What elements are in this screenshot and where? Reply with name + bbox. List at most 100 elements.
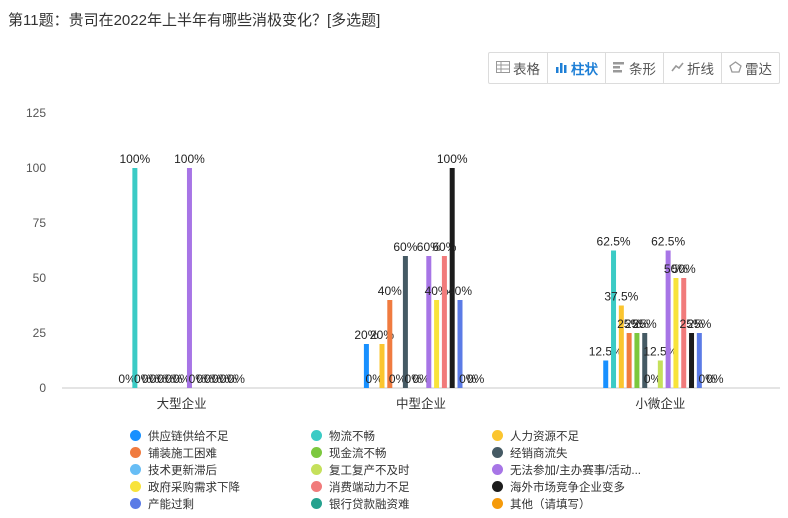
x-category-label: 中型企业: [396, 396, 446, 411]
bar-chart-icon: [555, 61, 568, 76]
data-label: 20%: [354, 328, 378, 342]
legend-label: 产能过剩: [148, 498, 194, 511]
legend-item[interactable]: 技术更新滞后: [130, 462, 311, 477]
bar: [186, 168, 192, 388]
data-label: 0%: [189, 372, 207, 386]
bar: [457, 300, 463, 388]
bar: [387, 300, 393, 388]
line-chart-icon: [671, 61, 684, 76]
bar: [611, 250, 617, 388]
y-tick-label: 75: [33, 216, 47, 230]
legend-label: 政府采购需求下降: [148, 481, 240, 494]
data-label: 0%: [204, 372, 222, 386]
data-label: 0%: [405, 372, 423, 386]
data-label: 60%: [417, 240, 441, 254]
legend-label: 供应链供给不足: [148, 430, 229, 443]
radar-view-button[interactable]: 雷达: [722, 53, 779, 83]
table-view-button[interactable]: 表格: [489, 53, 548, 83]
legend-item[interactable]: 海外市场竞争企业变多: [492, 479, 690, 494]
legend-item[interactable]: 现金流不畅: [311, 445, 492, 460]
data-label: 40%: [448, 284, 472, 298]
bar-view-button[interactable]: 柱状: [548, 53, 606, 83]
legend-item[interactable]: 银行贷款融资难: [311, 496, 492, 511]
data-label: 0%: [366, 372, 384, 386]
legend-label: 消费端动力不足: [329, 481, 410, 494]
legend-label: 物流不畅: [329, 430, 375, 443]
x-category-label: 大型企业: [157, 396, 207, 411]
y-tick-label: 125: [26, 106, 46, 120]
bar: [402, 256, 408, 388]
y-tick-label: 0: [39, 381, 46, 395]
data-label: 50%: [672, 262, 696, 276]
bar: [441, 256, 447, 388]
bar: [132, 168, 138, 388]
legend-swatch: [311, 498, 322, 509]
legend-item[interactable]: 复工复产不及时: [311, 462, 492, 477]
data-label: 12.5%: [643, 345, 677, 359]
legend-swatch: [311, 447, 322, 458]
data-label: 0%: [173, 372, 191, 386]
legend-swatch: [492, 481, 503, 492]
data-label: 0%: [196, 372, 214, 386]
legend-item[interactable]: 其他（请填写）: [492, 496, 690, 511]
data-label: 25%: [617, 317, 641, 331]
line-view-button[interactable]: 折线: [664, 53, 722, 83]
horizontal-bar-view-button[interactable]: 条形: [606, 53, 664, 83]
y-tick-label: 50: [33, 271, 47, 285]
legend-item[interactable]: 物流不畅: [311, 428, 492, 443]
data-label: 0%: [220, 372, 238, 386]
legend-swatch: [492, 430, 503, 441]
legend-item[interactable]: 无法参加/主办赛事/活动...: [492, 462, 690, 477]
chart-type-toolbar: 表格 柱状 条形 折线 雷达: [488, 52, 780, 84]
data-label: 62.5%: [597, 235, 631, 249]
legend-label: 铺装施工困难: [148, 447, 217, 460]
data-label: 100%: [120, 152, 151, 166]
legend-label: 无法参加/主办赛事/活动...: [510, 464, 641, 477]
x-category-label: 小微企业: [635, 396, 685, 411]
table-icon: [496, 60, 510, 76]
bar: [673, 278, 679, 388]
bar: [363, 344, 369, 388]
legend-label: 复工复产不及时: [329, 464, 410, 477]
radar-icon: [729, 60, 742, 76]
data-label: 0%: [142, 372, 160, 386]
legend-item[interactable]: 供应链供给不足: [130, 428, 311, 443]
legend-label: 海外市场竞争企业变多: [510, 481, 625, 494]
legend-item[interactable]: 消费端动力不足: [311, 479, 492, 494]
bar-chart: 0255075100125大型企业0%100%0%0%0%0%0%0%100%0…: [26, 106, 780, 411]
legend-label: 人力资源不足: [510, 430, 579, 443]
bar: [634, 333, 640, 388]
legend-swatch: [130, 447, 141, 458]
data-label: 0%: [698, 372, 716, 386]
data-label: 0%: [412, 372, 430, 386]
data-label: 0%: [467, 372, 485, 386]
data-label: 40%: [378, 284, 402, 298]
data-label: 12.5%: [589, 345, 623, 359]
legend-swatch: [311, 430, 322, 441]
legend-swatch: [311, 464, 322, 475]
legend-swatch: [130, 464, 141, 475]
legend-item[interactable]: 人力资源不足: [492, 428, 690, 443]
legend-item[interactable]: 政府采购需求下降: [130, 479, 311, 494]
legend-label: 现金流不畅: [329, 447, 387, 460]
legend-item[interactable]: 产能过剩: [130, 496, 311, 511]
legend-label: 技术更新滞后: [148, 464, 217, 477]
data-label: 0%: [150, 372, 168, 386]
data-label: 0%: [157, 372, 175, 386]
legend-item[interactable]: 铺装施工困难: [130, 445, 311, 460]
legend-swatch: [492, 447, 503, 458]
legend-swatch: [130, 498, 141, 509]
legend-item[interactable]: 经销商流失: [492, 445, 690, 460]
bar: [449, 168, 455, 388]
data-label: 0%: [644, 372, 662, 386]
data-label: 25%: [680, 317, 704, 331]
data-label: 62.5%: [651, 235, 685, 249]
table-view-label: 表格: [513, 62, 540, 77]
legend-label: 其他（请填写）: [510, 498, 591, 511]
bar: [379, 344, 385, 388]
y-tick-label: 100: [26, 161, 46, 175]
data-label: 0%: [165, 372, 183, 386]
line-view-label: 折线: [687, 62, 714, 77]
chart-legend: 供应链供给不足 物流不畅 人力资源不足铺装施工困难 现金流不畅 经销商流失技术更新滞后 复…: [130, 428, 690, 511]
data-label: 37.5%: [604, 290, 638, 304]
